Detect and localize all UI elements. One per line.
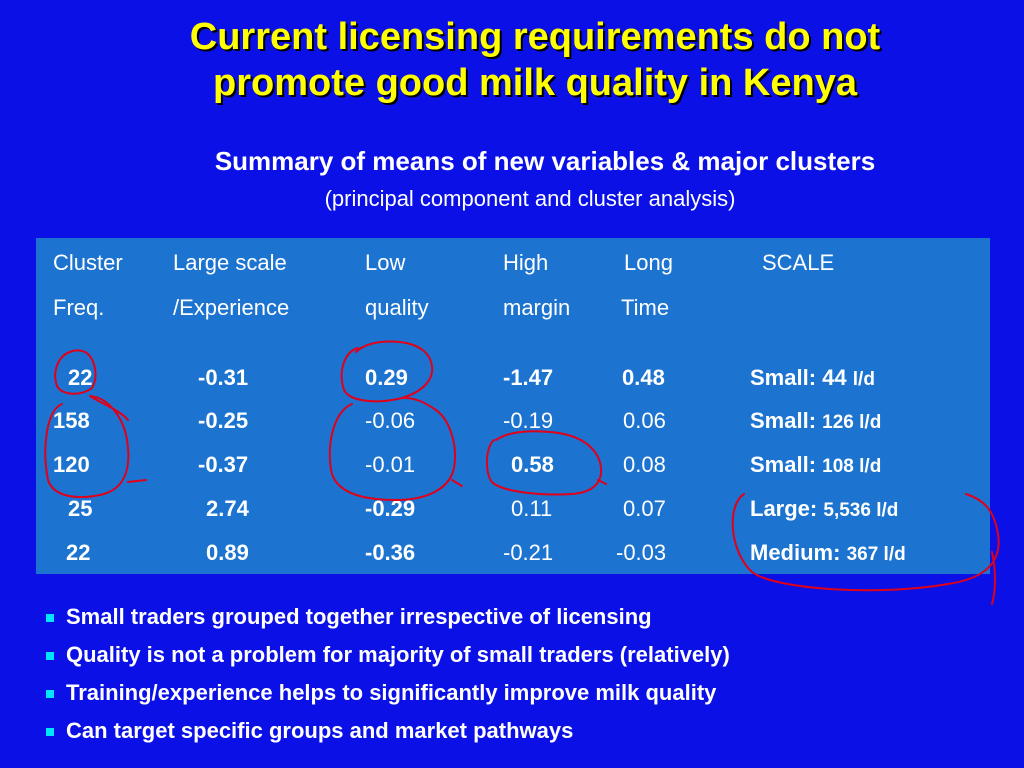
- row2-low: -0.06: [365, 408, 416, 433]
- square-bullet-icon: [46, 614, 54, 622]
- row4-freq: 25: [68, 496, 93, 521]
- row4-low: -0.29: [365, 496, 416, 521]
- row1-scale-label: Small:: [750, 365, 817, 390]
- header-freq: Freq.: [53, 295, 105, 320]
- slide-title: Current licensing requirements do not pr…: [60, 14, 1010, 106]
- row3-high: 0.58: [511, 452, 554, 477]
- row5-scale: Medium: 367 l/d: [750, 540, 906, 566]
- header-large-scale: Large scale: [173, 250, 287, 275]
- square-bullet-icon: [46, 652, 54, 660]
- row1-high: -1.47: [503, 365, 554, 390]
- row4-long: 0.07: [623, 496, 666, 521]
- row5-freq: 22: [66, 540, 91, 565]
- row5-long: -0.03: [616, 540, 667, 565]
- row3-long: 0.08: [623, 452, 666, 477]
- row4-scale-value: 5,536 l/d: [823, 500, 899, 521]
- row3-scale-value: 108 l/d: [822, 456, 882, 477]
- row1-scale-unit: l/d: [852, 369, 875, 390]
- header-quality: quality: [365, 295, 429, 320]
- bullet-text: Small traders grouped together irrespect…: [66, 604, 652, 629]
- cluster-table: Cluster Large scale Low High Long SCALE …: [36, 238, 990, 574]
- header-scale: SCALE: [762, 250, 835, 275]
- bullet-text: Can target specific groups and market pa…: [66, 718, 574, 743]
- header-low: Low: [365, 250, 406, 275]
- row1-scale: Small: 44 l/d: [750, 365, 875, 391]
- row2-scale-value: 126 l/d: [822, 412, 882, 433]
- header-cluster: Cluster: [53, 250, 123, 275]
- square-bullet-icon: [46, 728, 54, 736]
- row3-scale-label: Small:: [750, 452, 817, 477]
- bullet-item: Small traders grouped together irrespect…: [46, 598, 730, 636]
- row2-large: -0.25: [198, 408, 249, 433]
- row5-low: -0.36: [365, 540, 416, 565]
- row2-high: -0.19: [503, 408, 554, 433]
- row1-large: -0.31: [198, 365, 249, 390]
- bullet-list: Small traders grouped together irrespect…: [46, 598, 730, 750]
- header-high: High: [503, 250, 549, 275]
- bullet-text: Training/experience helps to significant…: [66, 680, 717, 705]
- row4-scale: Large: 5,536 l/d: [750, 496, 898, 522]
- row5-scale-label: Medium:: [750, 540, 841, 565]
- row4-high: 0.11: [511, 496, 553, 521]
- bullet-item: Training/experience helps to significant…: [46, 674, 730, 712]
- square-bullet-icon: [46, 690, 54, 698]
- row4-large: 2.74: [206, 496, 249, 521]
- header-margin: margin: [503, 295, 571, 320]
- row1-long: 0.48: [622, 365, 665, 390]
- row3-freq: 120: [53, 452, 90, 477]
- row1-scale-value: 44: [822, 365, 847, 390]
- row2-scale: Small: 126 l/d: [750, 408, 881, 434]
- row5-scale-value: 367 l/d: [846, 544, 906, 565]
- row4-scale-label: Large:: [750, 496, 818, 521]
- title-line-2: promote good milk quality in Kenya: [213, 62, 857, 104]
- row3-low: -0.01: [365, 452, 416, 477]
- header-time: Time: [621, 295, 670, 320]
- row5-large: 0.89: [206, 540, 249, 565]
- header-long: Long: [624, 250, 673, 275]
- table-subnote: (principal component and cluster analysi…: [324, 186, 736, 211]
- bullet-text: Quality is not a problem for majority of…: [66, 642, 730, 667]
- title-line-1: Current licensing requirements do not: [189, 16, 881, 58]
- row5-high: -0.21: [503, 540, 554, 565]
- header-experience: /Experience: [173, 295, 290, 320]
- row3-scale: Small: 108 l/d: [750, 452, 881, 478]
- bullet-item: Can target specific groups and market pa…: [46, 712, 730, 750]
- row1-low: 0.29: [365, 365, 408, 390]
- row2-scale-label: Small:: [750, 408, 817, 433]
- row2-long: 0.06: [623, 408, 666, 433]
- row3-large: -0.37: [198, 452, 249, 477]
- row1-freq: 22: [68, 365, 93, 390]
- table-subtitle: Summary of means of new variables & majo…: [214, 146, 876, 176]
- row2-freq: 158: [53, 408, 90, 433]
- bullet-item: Quality is not a problem for majority of…: [46, 636, 730, 674]
